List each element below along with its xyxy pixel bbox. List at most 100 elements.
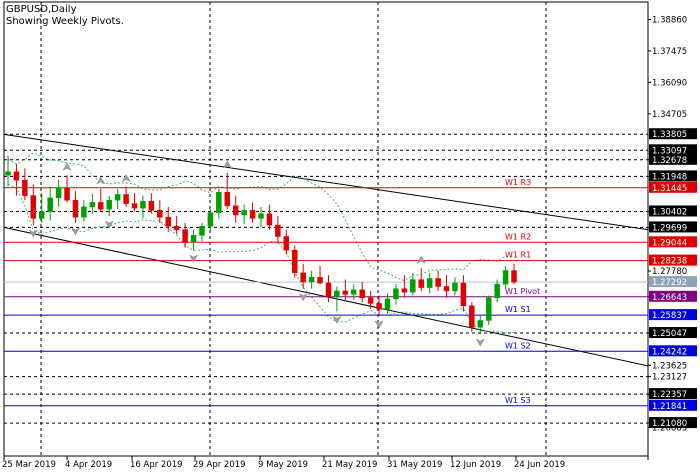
plot-frame: [3, 1, 649, 457]
candle-body: [182, 229, 188, 243]
x-axis-label: 9 May 2019: [258, 460, 308, 470]
y-tick-label: 1.20885: [652, 424, 687, 434]
candle-body: [106, 199, 112, 210]
candle-body: [511, 270, 517, 283]
y-tick-label: 1.27780: [652, 267, 687, 277]
price-label: 1.28238: [652, 257, 687, 267]
x-axis-label: 16 Apr 2019: [130, 460, 183, 470]
candle-body: [485, 297, 492, 321]
price-label-box: [649, 290, 697, 302]
price-label: 1.25047: [652, 329, 687, 339]
price-label-box: [649, 254, 697, 266]
y-tick-label: 1.34705: [652, 110, 687, 120]
candle-body: [199, 226, 205, 236]
candle-body: [418, 279, 424, 288]
price-label-box: [649, 417, 697, 429]
price-label: 1.33805: [652, 130, 687, 140]
candle-body: [98, 202, 104, 210]
candle-body: [443, 286, 450, 292]
candle-body: [435, 278, 441, 287]
price-label-box: [649, 309, 697, 321]
price-label: 1.21080: [652, 419, 687, 429]
symbol-title: GBPUSD,Daily: [6, 4, 77, 15]
pivot-label: W1 Pivot: [505, 287, 540, 296]
indicator-title: Showing Weekly Pivots.: [6, 16, 124, 27]
candle-body: [334, 290, 340, 297]
price-label-box: [649, 276, 697, 288]
price-label-box: [649, 388, 697, 400]
pivot-label: W1 R2: [505, 232, 531, 241]
pivot-label: W1 S2: [505, 341, 531, 350]
candle-body: [275, 224, 281, 237]
candle-body: [232, 205, 239, 216]
fractal-up-arrow: [121, 174, 131, 183]
price-label: 1.29699: [652, 223, 687, 233]
price-label-box: [649, 170, 697, 182]
candle-body: [426, 278, 433, 288]
x-axis-label: 12 Jun 2019: [450, 460, 501, 470]
price-label: 1.27292: [652, 278, 687, 288]
candle-body: [308, 277, 315, 283]
candle-body: [376, 303, 382, 310]
candle-body: [131, 203, 138, 209]
price-label: 1.29044: [652, 238, 687, 248]
pivot-label: W1 S3: [505, 396, 531, 405]
price-label: 1.25837: [652, 311, 687, 321]
candle-body: [224, 191, 231, 207]
price-label-box: [649, 128, 697, 140]
candle-body: [291, 249, 298, 274]
candle-body: [89, 202, 96, 208]
price-label-box: [649, 144, 697, 156]
pivot-label: W1 R3: [505, 178, 531, 187]
candle-body: [367, 297, 374, 304]
candle-body: [207, 212, 214, 227]
fractal-down-arrow: [188, 254, 199, 263]
candle-body: [148, 201, 155, 211]
x-axis-label: 4 Apr 2019: [65, 460, 112, 470]
fractal-up-arrow: [96, 176, 106, 185]
candle-body: [47, 197, 53, 212]
candle-body: [342, 290, 349, 295]
price-label: 1.21841: [652, 402, 687, 412]
candle-body: [173, 226, 180, 230]
price-label: 1.26643: [652, 293, 687, 303]
fractal-down-arrow: [28, 229, 38, 238]
pivot-label: W1 R1: [505, 251, 531, 260]
candle-body: [359, 289, 365, 299]
candle-body: [325, 282, 332, 297]
price-label-box: [649, 345, 697, 357]
candle-body: [216, 191, 222, 213]
candle-body: [384, 298, 391, 310]
y-tick-label: 1.23127: [652, 373, 687, 383]
candle-body: [38, 211, 45, 219]
candle-body: [401, 288, 408, 293]
fractal-down-arrow: [475, 338, 485, 347]
candle-body: [123, 194, 129, 204]
fractal-up-arrow: [62, 162, 72, 171]
candle-body: [72, 199, 79, 218]
price-label: 1.31948: [652, 172, 687, 182]
candle-body: [502, 270, 509, 285]
x-axis-label: 31 May 2019: [387, 460, 442, 470]
candle-body: [5, 171, 11, 176]
y-tick-label: 1.36090: [652, 78, 687, 88]
price-label-box: [649, 181, 697, 193]
channel-upper-line: [3, 133, 649, 231]
candle-body: [410, 279, 416, 293]
price-label: 1.24242: [652, 347, 687, 357]
fractal-down-arrow: [374, 320, 384, 329]
y-tick-label: 1.37475: [652, 47, 687, 57]
candle-body: [300, 272, 306, 283]
candle-body: [114, 194, 121, 201]
candle-body: [494, 283, 500, 299]
y-tick-label: 1.38860: [652, 15, 687, 25]
fractal-up-arrow: [416, 255, 426, 264]
price-label: 1.32678: [652, 156, 687, 166]
price-label: 1.31445: [652, 184, 687, 194]
candle-body: [81, 206, 87, 218]
candle-body: [351, 289, 357, 295]
x-axis-label: 21 May 2019: [322, 460, 377, 470]
x-axis-label: 25 Mar 2019: [2, 460, 56, 470]
x-axis-label: 24 Jun 2019: [514, 460, 565, 470]
